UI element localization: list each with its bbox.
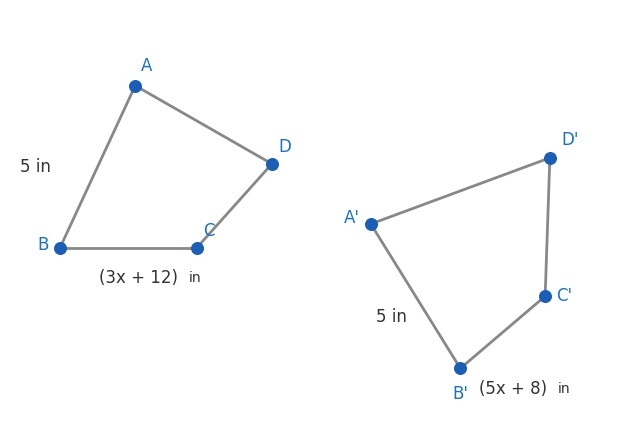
Point (456, 365, 466, 372)
Text: in: in (189, 271, 202, 285)
Point (55, 245, 65, 252)
Text: C: C (204, 222, 215, 240)
Point (545, 154, 555, 161)
Text: A': A' (344, 210, 360, 228)
Text: B': B' (452, 385, 468, 403)
Text: D': D' (561, 132, 579, 150)
Text: (3x + 12): (3x + 12) (100, 269, 179, 287)
Point (540, 293, 550, 300)
Text: C': C' (556, 287, 572, 305)
Text: D: D (279, 138, 292, 155)
Text: A: A (141, 56, 152, 74)
Text: 5 in: 5 in (376, 308, 406, 326)
Point (366, 220, 376, 228)
Text: B: B (38, 236, 48, 254)
Text: in: in (558, 382, 570, 396)
Point (130, 82, 140, 89)
Point (267, 160, 277, 168)
Text: 5 in: 5 in (20, 159, 51, 177)
Point (191, 245, 202, 252)
Text: (5x + 8): (5x + 8) (479, 380, 547, 398)
